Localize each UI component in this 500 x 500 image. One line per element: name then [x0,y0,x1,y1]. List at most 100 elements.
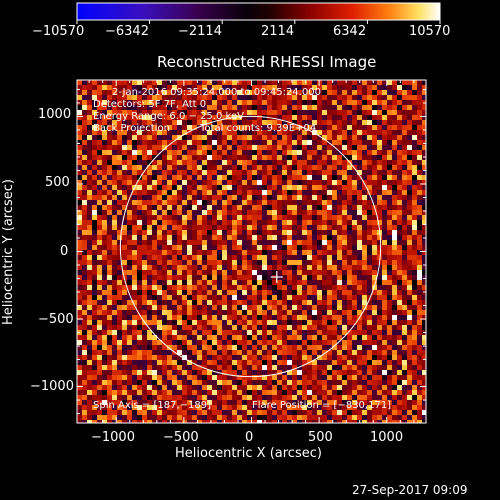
image-pixel [152,235,157,240]
image-pixel [397,315,402,320]
image-pixel [302,275,307,280]
image-pixel [297,85,302,90]
image-pixel [367,335,372,340]
image-pixel [312,245,317,250]
image-pixel [322,265,327,270]
image-pixel [417,295,422,300]
image-pixel [167,160,172,165]
image-pixel [322,305,327,310]
image-pixel [322,150,327,155]
image-pixel [82,155,87,160]
image-pixel [357,135,362,140]
image-pixel [372,365,377,370]
image-pixel [82,300,87,305]
image-pixel [102,90,107,95]
image-pixel [182,80,187,85]
image-pixel [207,240,212,245]
image-pixel [342,360,347,365]
image-pixel [367,135,372,140]
image-pixel [387,180,392,185]
image-pixel [252,400,257,405]
image-pixel [187,315,192,320]
image-pixel [267,390,272,395]
image-pixel [397,410,402,415]
image-pixel [417,320,422,325]
image-pixel [417,370,422,375]
image-pixel [402,350,407,355]
image-pixel [382,190,387,195]
image-pixel [237,140,242,145]
image-pixel [242,415,247,420]
image-pixel [412,265,417,270]
image-pixel [232,395,237,400]
image-pixel [252,220,257,225]
image-pixel [392,380,397,385]
image-pixel [352,80,357,85]
image-pixel [77,360,82,365]
image-pixel [362,395,367,400]
image-pixel [192,220,197,225]
image-pixel [87,415,92,420]
image-pixel [202,320,207,325]
image-pixel [422,305,426,310]
image-pixel [167,365,172,370]
image-pixel [272,370,277,375]
image-pixel [227,225,232,230]
image-pixel [92,260,97,265]
image-pixel [412,250,417,255]
image-pixel [412,420,417,423]
image-pixel [352,240,357,245]
image-pixel [362,290,367,295]
image-pixel [177,180,182,185]
image-pixel [392,135,397,140]
image-pixel [387,115,392,120]
image-pixel [137,355,142,360]
image-pixel [297,280,302,285]
image-pixel [132,335,137,340]
image-pixel [317,245,322,250]
image-pixel [422,410,426,415]
image-pixel [252,205,257,210]
image-pixel [232,345,237,350]
image-pixel [107,355,112,360]
image-pixel [162,230,167,235]
image-pixel [207,300,212,305]
image-pixel [77,385,82,390]
image-pixel [157,235,162,240]
image-pixel [312,200,317,205]
image-pixel [152,365,157,370]
image-pixel [167,185,172,190]
image-pixel [307,175,312,180]
image-pixel [167,305,172,310]
image-pixel [312,285,317,290]
image-pixel [282,260,287,265]
image-pixel [392,415,397,420]
image-pixel [167,175,172,180]
image-pixel [342,380,347,385]
image-pixel [382,310,387,315]
image-pixel [142,250,147,255]
image-pixel [297,355,302,360]
image-pixel [192,275,197,280]
image-pixel [287,410,292,415]
image-pixel [287,315,292,320]
image-pixel [282,210,287,215]
image-pixel [92,320,97,325]
image-pixel [187,150,192,155]
image-pixel [197,190,202,195]
image-pixel [232,300,237,305]
image-pixel [332,90,337,95]
image-pixel [252,185,257,190]
image-pixel [132,140,137,145]
image-pixel [257,320,262,325]
image-pixel [357,220,362,225]
image-pixel [362,205,367,210]
image-pixel [77,345,82,350]
image-pixel [317,215,322,220]
image-pixel [92,250,97,255]
image-pixel [107,150,112,155]
image-pixel [152,85,157,90]
image-pixel [302,160,307,165]
image-pixel [107,185,112,190]
image-pixel [202,270,207,275]
